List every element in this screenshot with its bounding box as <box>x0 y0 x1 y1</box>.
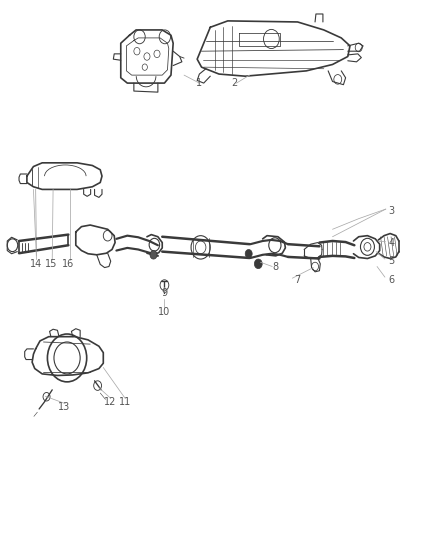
Circle shape <box>150 251 157 259</box>
Text: 13: 13 <box>58 402 70 413</box>
Circle shape <box>254 259 262 269</box>
Text: 16: 16 <box>62 259 74 269</box>
Text: 9: 9 <box>161 288 167 298</box>
Text: 2: 2 <box>231 78 237 88</box>
Text: 4: 4 <box>389 238 395 247</box>
Circle shape <box>245 249 252 258</box>
Text: 3: 3 <box>389 206 395 216</box>
Text: 7: 7 <box>294 275 301 285</box>
Text: 8: 8 <box>273 262 279 271</box>
Text: 1: 1 <box>196 78 202 88</box>
Text: 10: 10 <box>158 306 170 317</box>
Text: 12: 12 <box>104 397 116 407</box>
Text: 5: 5 <box>389 256 395 266</box>
Text: 6: 6 <box>389 275 395 285</box>
Text: 15: 15 <box>45 259 57 269</box>
Text: 11: 11 <box>119 397 131 407</box>
Text: 14: 14 <box>29 259 42 269</box>
